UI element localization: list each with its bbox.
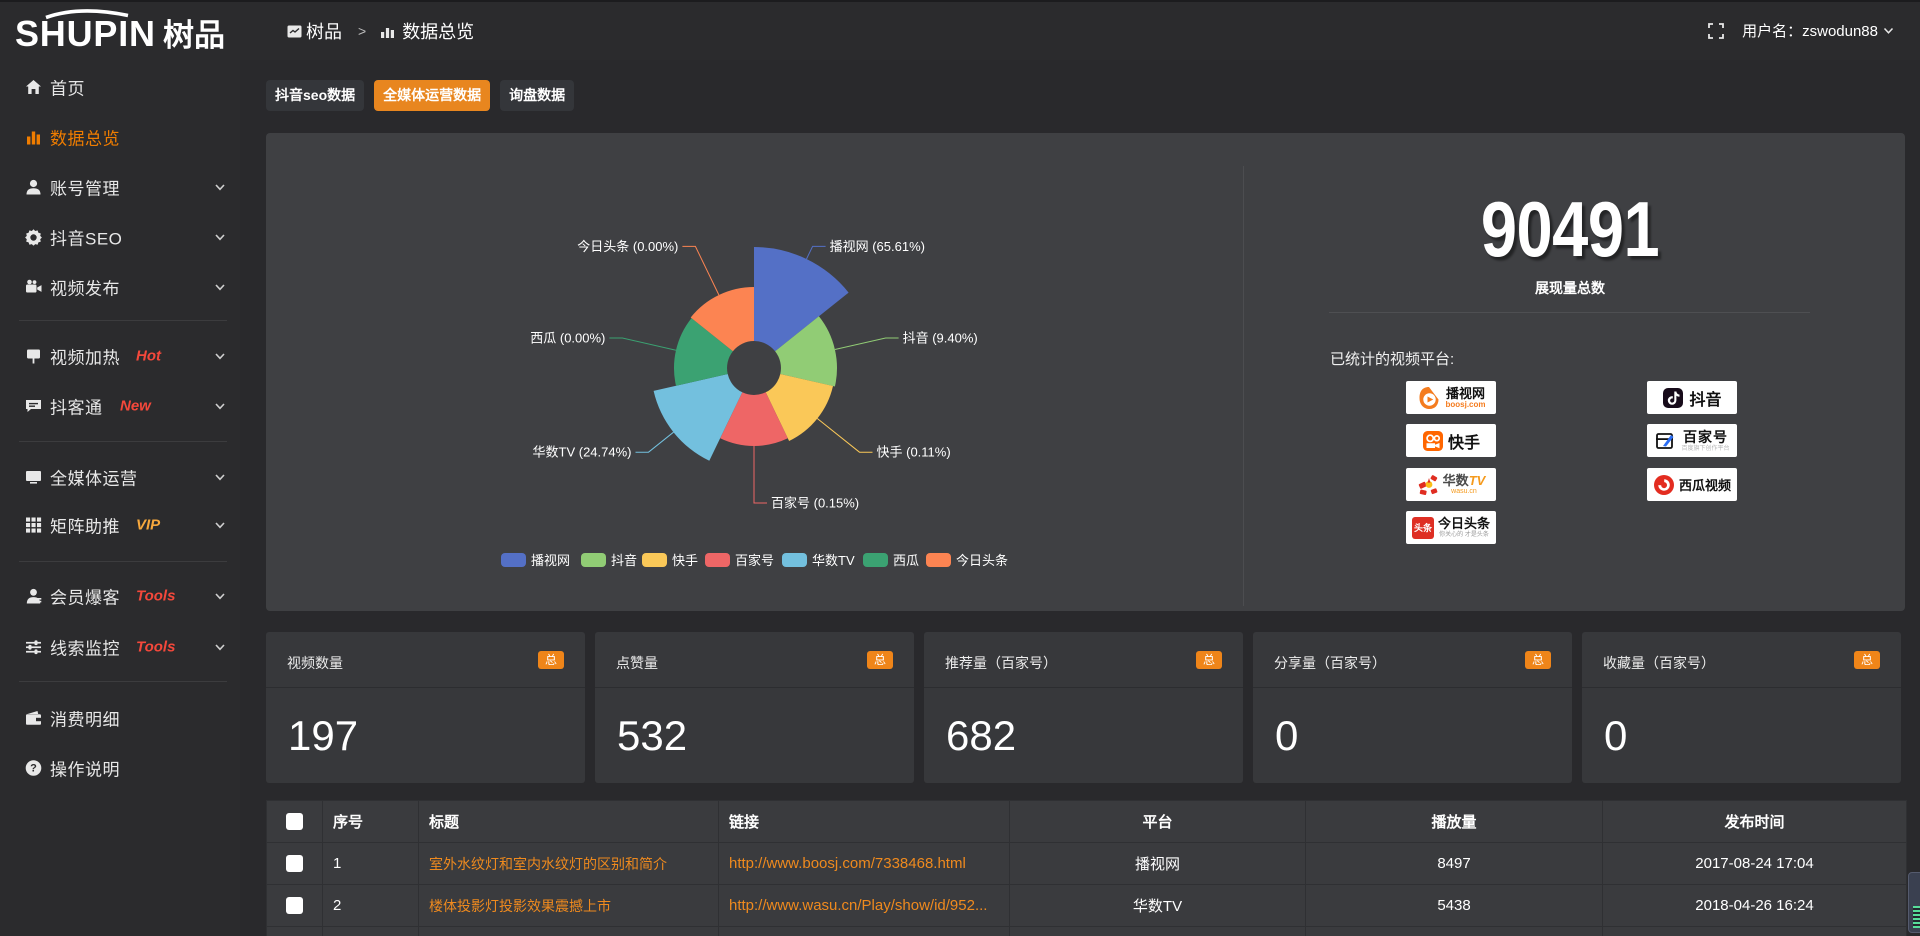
svg-text:西瓜: 西瓜 [893,553,919,568]
svg-text:SHUPIN: SHUPIN [16,13,156,52]
svg-text:树品: 树品 [163,18,225,52]
svg-text:华数TV (24.74%): 华数TV (24.74%) [533,445,632,460]
svg-text:百家号 (0.15%): 百家号 (0.15%) [771,496,859,511]
svg-text:西瓜 (0.00%): 西瓜 (0.00%) [530,331,605,346]
svg-text:今日头条 (0.00%): 今日头条 (0.00%) [577,239,678,254]
svg-text:播视网 (65.61%): 播视网 (65.61%) [830,239,925,254]
svg-text:?: ? [30,763,37,775]
svg-text:播视网: 播视网 [531,553,570,568]
svg-text:抖音 (9.40%): 抖音 (9.40%) [903,331,978,346]
svg-text:快手: 快手 [672,553,698,568]
svg-text:华数TV: 华数TV [812,553,855,568]
svg-text:快手 (0.11%): 快手 (0.11%) [877,445,951,460]
svg-text:今日头条: 今日头条 [956,553,1008,568]
svg-text:百家号: 百家号 [735,553,774,568]
svg-text:抖音: 抖音 [611,553,637,568]
